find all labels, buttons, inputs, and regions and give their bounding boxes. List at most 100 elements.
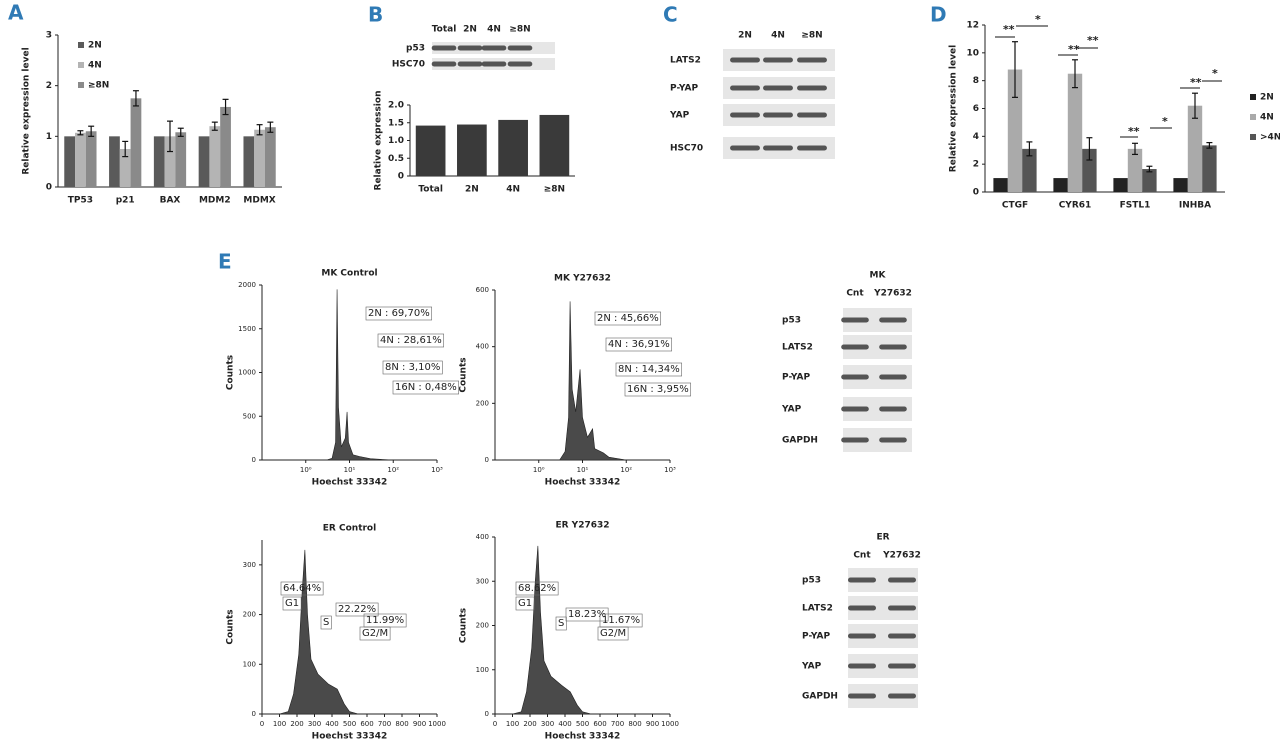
bar xyxy=(264,127,276,187)
legend-swatch xyxy=(78,42,84,48)
x-tick-label: 200 xyxy=(290,720,303,728)
y-tick-label: 0 xyxy=(398,172,404,182)
annotation: * xyxy=(1162,115,1168,128)
blot-column-label: Total xyxy=(432,25,457,35)
x-tick-label: MDM2 xyxy=(199,196,231,206)
x-tick-label: FSTL1 xyxy=(1120,201,1151,211)
bar xyxy=(457,124,487,176)
annotation-box xyxy=(377,333,445,348)
y-tick-label: 4 xyxy=(973,132,979,142)
x-tick-label: 300 xyxy=(308,720,321,728)
panel-letter: D xyxy=(930,3,947,27)
annotation: 4N : 28,61% xyxy=(380,335,442,346)
annotation: G2/M xyxy=(600,628,626,639)
bar xyxy=(539,114,570,176)
x-tick-label: Total xyxy=(418,185,443,195)
annotation: G2/M xyxy=(362,628,388,639)
annotation: 64.64% xyxy=(283,583,321,594)
y-tick-label: 300 xyxy=(243,561,256,569)
bar xyxy=(1022,148,1037,192)
legend-swatch xyxy=(1250,134,1256,140)
blot-band xyxy=(730,57,760,63)
y-tick-label: 10 xyxy=(966,48,979,58)
chart-title: MK Y27632 xyxy=(554,274,611,284)
panel-letter: E xyxy=(218,250,232,274)
y-tick-label: 200 xyxy=(476,622,489,630)
blot-row-label: LATS2 xyxy=(802,604,833,614)
x-tick-label: 500 xyxy=(343,720,356,728)
y-tick-label: 100 xyxy=(476,666,489,674)
x-tick-label: 1000 xyxy=(661,720,679,728)
annotation: 2N : 69,70% xyxy=(368,308,430,319)
annotation: * xyxy=(1035,13,1041,26)
blot-row-label: GAPDH xyxy=(782,436,818,446)
legend-label: 4N xyxy=(1260,113,1274,123)
blot-band xyxy=(481,45,507,51)
annotation-box xyxy=(515,581,559,596)
annotation-box xyxy=(320,615,332,630)
x-tick-label: 900 xyxy=(646,720,659,728)
x-tick-label: 900 xyxy=(413,720,426,728)
panel-letter: A xyxy=(8,1,24,25)
x-tick-label: 10³ xyxy=(431,466,443,474)
chart-title: ER Control xyxy=(323,524,376,534)
blot-column-label: 4N xyxy=(771,31,785,41)
x-tick-label: 600 xyxy=(360,720,373,728)
bar xyxy=(198,136,210,187)
blot-row-label: P-YAP xyxy=(782,373,810,383)
error-bar xyxy=(167,120,173,153)
blot-band xyxy=(879,406,907,412)
y-tick-label: 1.0 xyxy=(388,136,404,146)
x-tick-label: CYR61 xyxy=(1059,201,1092,211)
blot-band xyxy=(763,112,793,118)
annotation: * xyxy=(1212,67,1218,80)
blot-band xyxy=(507,45,533,51)
x-tick-label: 800 xyxy=(628,720,641,728)
y-tick-label: 12 xyxy=(966,21,979,31)
blot-band xyxy=(888,693,916,699)
bar xyxy=(1067,73,1083,192)
bar xyxy=(1187,105,1203,192)
blot-band xyxy=(797,112,827,118)
annotation: 68.62% xyxy=(518,583,556,594)
blot-band xyxy=(841,374,869,380)
error-bar xyxy=(267,121,274,133)
y-tick-label: 200 xyxy=(476,399,489,407)
x-tick-label: p21 xyxy=(116,196,135,206)
error-bar xyxy=(1012,41,1018,98)
x-axis-label: Hoechst 33342 xyxy=(312,478,388,488)
blot-column-label: Y27632 xyxy=(882,551,921,561)
y-tick-label: 0 xyxy=(252,456,256,464)
annotation-box xyxy=(335,602,379,617)
error-bar xyxy=(1086,137,1093,161)
y-tick-label: 1 xyxy=(46,132,52,142)
bar xyxy=(243,136,255,187)
x-tick-label: 10¹ xyxy=(577,466,589,474)
blot-band xyxy=(888,633,916,639)
bar xyxy=(119,149,131,187)
blot-band xyxy=(507,61,533,67)
annotation-box xyxy=(565,607,609,622)
annotation: ** xyxy=(1128,125,1140,138)
blot-row-label: p53 xyxy=(406,44,425,54)
annotation: ** xyxy=(1068,43,1080,56)
annotation: ** xyxy=(1087,34,1099,47)
annotation: ** xyxy=(1190,76,1202,89)
y-tick-label: 300 xyxy=(476,577,489,585)
annotation: 16N : 0,48% xyxy=(395,382,457,393)
blot-row-label: YAP xyxy=(669,111,690,121)
histogram xyxy=(279,549,359,715)
y-tick-label: 2000 xyxy=(238,281,256,289)
annotation-box xyxy=(515,596,535,611)
x-axis-label: Hoechst 33342 xyxy=(312,732,388,742)
y-tick-label: 2 xyxy=(46,81,52,91)
error-bar xyxy=(256,124,263,136)
annotation-box xyxy=(392,380,460,395)
blot-column-label: 2N xyxy=(738,31,752,41)
annotation: G1 xyxy=(285,598,299,609)
y-tick-label: 0.5 xyxy=(388,154,404,164)
blot-band xyxy=(848,577,876,583)
panel-letter: C xyxy=(663,3,678,27)
x-tick-label: 100 xyxy=(506,720,519,728)
